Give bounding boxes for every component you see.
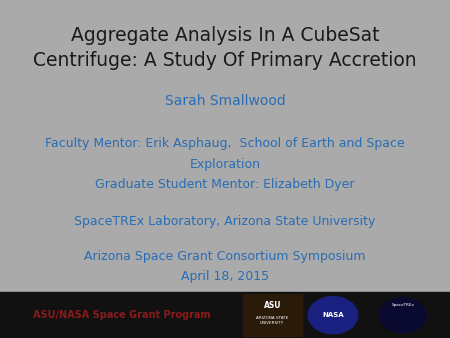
Text: April 18, 2015: April 18, 2015: [181, 270, 269, 283]
Text: Sarah Smallwood: Sarah Smallwood: [165, 94, 285, 108]
Text: SpaceTREx: SpaceTREx: [391, 303, 414, 307]
Text: SpaceTREx Laboratory, Arizona State University: SpaceTREx Laboratory, Arizona State Univ…: [74, 215, 376, 228]
Text: ASU/NASA Space Grant Program: ASU/NASA Space Grant Program: [33, 310, 210, 320]
Text: Arizona Space Grant Consortium Symposium: Arizona Space Grant Consortium Symposium: [84, 250, 366, 263]
Text: Graduate Student Mentor: Elizabeth Dyer: Graduate Student Mentor: Elizabeth Dyer: [95, 178, 355, 191]
Text: ARIZONA STATE
UNIVERSITY: ARIZONA STATE UNIVERSITY: [256, 316, 288, 325]
Text: Centrifuge: A Study Of Primary Accretion: Centrifuge: A Study Of Primary Accretion: [33, 51, 417, 70]
Text: Faculty Mentor: Erik Asphaug,  School of Earth and Space: Faculty Mentor: Erik Asphaug, School of …: [45, 138, 405, 150]
Text: Aggregate Analysis In A CubeSat: Aggregate Analysis In A CubeSat: [71, 26, 379, 45]
Text: NASA: NASA: [322, 312, 344, 318]
Circle shape: [308, 297, 358, 334]
Bar: [0, 292, 450, 338]
Bar: [243, 294, 302, 336]
Text: Exploration: Exploration: [189, 159, 261, 171]
Circle shape: [379, 297, 426, 333]
Text: ASU: ASU: [264, 300, 281, 310]
